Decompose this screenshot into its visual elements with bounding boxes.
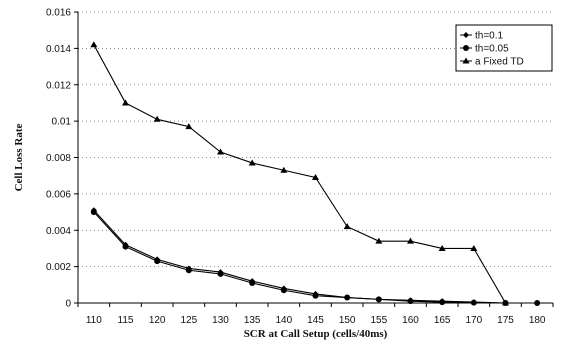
- y-tick-label: 0.014: [46, 44, 71, 55]
- point-marker: [375, 296, 382, 303]
- point-marker: [90, 41, 98, 48]
- point-marker: [122, 99, 129, 106]
- x-tick-label: 130: [212, 315, 229, 326]
- point-marker: [462, 57, 470, 64]
- x-tick-label: 160: [402, 315, 419, 326]
- y-tick-label: 0.012: [46, 80, 71, 91]
- point-marker: [438, 244, 446, 251]
- series-line: [93, 211, 538, 304]
- legend-label: a Fixed TD: [475, 57, 524, 68]
- x-tick-label: 140: [275, 315, 292, 326]
- point-marker: [280, 287, 287, 294]
- series-diamond: [90, 207, 541, 306]
- y-tick-label: 0.016: [46, 8, 71, 19]
- point-marker: [312, 292, 319, 299]
- x-tick-label: 110: [86, 315, 102, 326]
- series-circle: [90, 209, 541, 306]
- point-marker: [312, 174, 319, 181]
- point-marker: [185, 123, 193, 130]
- point-marker: [463, 32, 469, 38]
- series-group: [90, 41, 541, 306]
- legend-box: [455, 24, 553, 72]
- x-tick-label: 125: [180, 315, 197, 326]
- y-tick-label: 0.006: [46, 189, 71, 200]
- point-marker: [375, 237, 383, 244]
- x-tick-label: 175: [497, 315, 514, 326]
- x-tick-label: 115: [118, 315, 134, 326]
- point-marker: [439, 299, 446, 306]
- y-tick-label: 0.002: [46, 262, 71, 273]
- series-triangle: [90, 41, 509, 306]
- x-tick-label: 145: [307, 315, 324, 326]
- point-marker: [407, 237, 414, 244]
- point-marker: [154, 258, 161, 265]
- point-marker: [502, 299, 509, 306]
- point-marker: [217, 148, 224, 155]
- y-tick-label: 0.008: [46, 153, 71, 164]
- point-marker: [217, 270, 224, 277]
- series-line: [93, 209, 538, 304]
- point-marker: [153, 115, 161, 122]
- point-marker: [344, 294, 351, 301]
- point-marker: [534, 300, 541, 306]
- point-marker: [407, 298, 414, 305]
- legend-label: th=0.1: [475, 31, 504, 42]
- point-marker: [280, 166, 288, 173]
- y-axis-title: Cell Loss Rate: [13, 123, 25, 191]
- y-tick-labels: 0 0.002 0.004 0.006 0.008 0.01 0.012 0.014 0.016: [46, 8, 71, 310]
- point-marker: [343, 223, 351, 230]
- point-marker: [470, 244, 478, 251]
- x-tick-label: 155: [370, 315, 387, 326]
- x-tick-label: 150: [339, 315, 356, 326]
- y-tick-label: 0: [65, 299, 71, 310]
- series-line: [93, 44, 506, 304]
- legend: th=0.1 th=0.05 a Fixed TD: [455, 24, 553, 72]
- x-tick-label: 165: [434, 315, 451, 326]
- x-tick-label: 170: [465, 315, 482, 326]
- point-marker: [463, 45, 469, 51]
- point-marker: [249, 279, 256, 286]
- point-marker: [470, 299, 477, 306]
- legend-label: th=0.05: [475, 44, 509, 55]
- point-marker: [122, 243, 129, 250]
- x-tick-labels: 110 115 120 125 130 135 140 145 150 155 160 165 170 1…: [86, 315, 546, 326]
- x-axis-title: SCR at Call Setup (cells/40ms): [244, 328, 388, 340]
- x-tick-label: 120: [149, 315, 166, 326]
- point-marker: [90, 209, 97, 216]
- y-tick-label: 0.01: [52, 117, 72, 128]
- point-marker: [248, 159, 256, 166]
- x-tick-label: 135: [244, 315, 261, 326]
- x-tick-label: 180: [529, 315, 546, 326]
- point-marker: [185, 267, 192, 274]
- y-tick-label: 0.004: [46, 226, 71, 237]
